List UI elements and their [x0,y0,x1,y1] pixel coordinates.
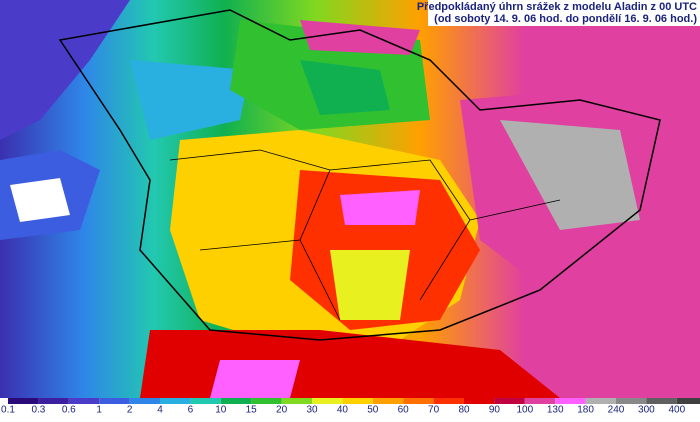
legend-label: 0.3 [31,405,45,416]
legend-label: 10 [215,405,227,416]
precip-area [130,60,250,140]
legend-swatch [342,398,373,404]
legend-swatch [38,398,69,404]
legend-label: 0.1 [1,405,15,416]
precip-area [500,120,640,230]
region-border [169,149,561,321]
legend-label: 300 [638,405,655,416]
title: Předpokládaný úhrn srážek z modelu Aladi… [417,1,697,13]
legend-swatch [585,398,616,404]
legend-label: 60 [398,405,410,416]
legend-label: 180 [577,405,594,416]
precip-area [340,190,420,225]
legend-swatch [676,398,700,404]
legend-label: 90 [489,405,501,416]
precip-area [300,60,390,115]
legend-swatch [433,398,464,404]
legend-swatch [281,398,312,404]
legend-swatch [8,398,39,404]
legend-label: 40 [337,405,349,416]
legend-label: 2 [127,405,133,416]
legend-swatch [220,398,252,404]
legend-swatch [68,398,100,404]
title-box [428,0,700,26]
subtitle: (od soboty 14. 9. 06 hod. do pondělí 16.… [434,13,697,25]
legend-swatch [372,398,404,404]
precip-area [330,250,410,320]
legend-swatch [129,398,160,404]
legend-swatch [524,398,556,404]
legend-label: 30 [306,405,318,416]
legend-label: 15 [246,405,258,416]
legend-label: 1 [96,405,102,416]
legend-label: 50 [367,405,379,416]
legend-label: 20 [276,405,288,416]
precip-area [10,178,70,222]
legend-swatch [403,398,434,404]
legend-label: 4 [157,405,163,416]
legend-swatch [312,398,343,404]
legend-label: 80 [458,405,470,416]
legend-label: 130 [547,405,564,416]
border [58,9,661,341]
legend-swatch [190,398,221,404]
legend-label: 0.6 [62,405,76,416]
legend-swatch [99,398,130,404]
legend-label: 240 [608,405,625,416]
legend-swatch [616,398,647,404]
legend-swatch [464,398,495,404]
legend-swatch [494,398,525,404]
legend-label: 100 [516,405,533,416]
legend-label: 400 [668,405,685,416]
legend-label: 70 [428,405,440,416]
legend-label: 6 [188,405,194,416]
legend: 0.1 0.3 0.6 1 2 4 6 10 15 20 30 40 50 60 70 80 90 100 130 1… [0,398,700,417]
precip-area [210,360,300,398]
legend-swatch [160,398,191,404]
legend-swatch [646,398,677,404]
precip-area [0,0,130,140]
precip-area [300,20,420,55]
legend-swatch [251,398,282,404]
legend-swatch [555,398,586,404]
